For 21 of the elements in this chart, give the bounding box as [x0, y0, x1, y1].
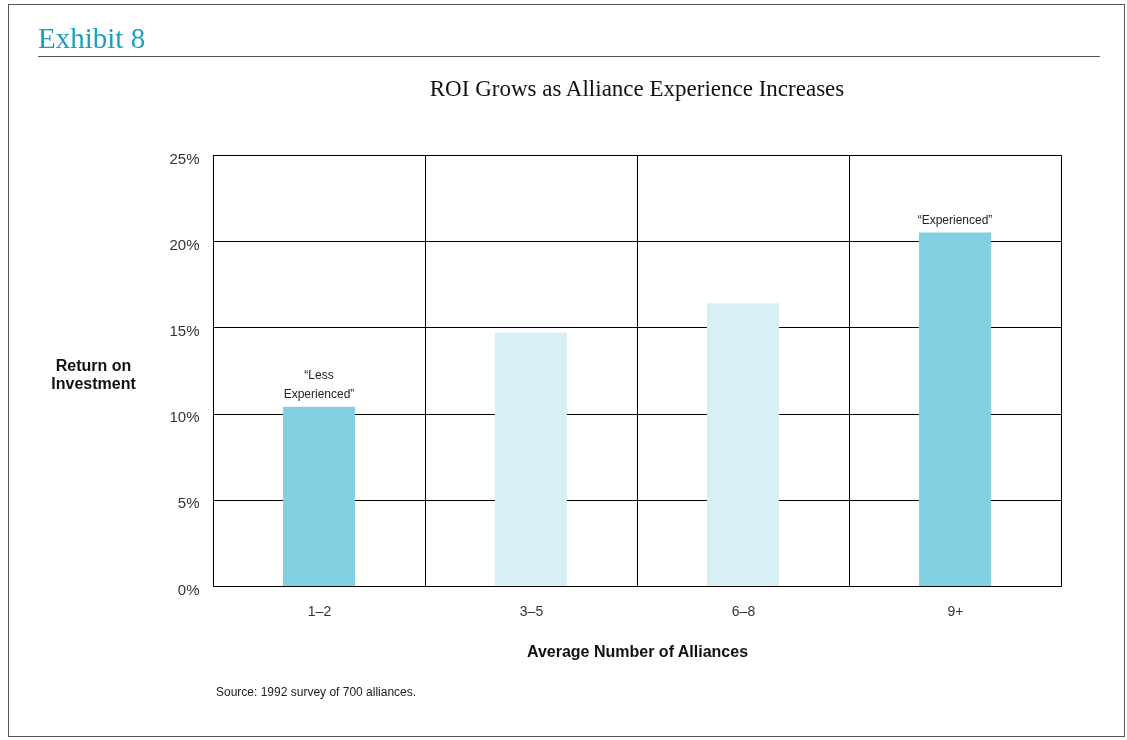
- y-tick-label: 15%: [169, 321, 200, 339]
- x-tick-label: 1–2: [307, 602, 332, 619]
- y-tick-label: 25%: [169, 149, 200, 167]
- x-tick-label: 3–5: [519, 602, 544, 619]
- y-tick-label: 5%: [177, 494, 200, 512]
- bar: [494, 332, 568, 586]
- bar: [282, 406, 356, 586]
- y-tick-label: 0%: [177, 580, 200, 598]
- y-tick-label: 10%: [169, 408, 200, 426]
- source-note: Source: 1992 survey of 700 alliances.: [216, 685, 417, 699]
- y-tick-label: 20%: [169, 235, 200, 253]
- x-tick-label: 9+: [947, 602, 964, 619]
- annotation: “Less Experienced”: [283, 367, 355, 401]
- x-axis-title: Average Number of Alliances: [526, 642, 749, 660]
- x-tick-label: 6–8: [731, 602, 756, 619]
- bar: [918, 232, 992, 586]
- chart-subtitle: ROI Grows as Alliance Experience Increases: [429, 76, 845, 101]
- y-axis-title: Return on Investment: [51, 356, 137, 392]
- annotation: “Experienced”: [917, 212, 993, 227]
- chart-title: Exhibit 8: [38, 22, 1100, 57]
- bar: [706, 303, 780, 586]
